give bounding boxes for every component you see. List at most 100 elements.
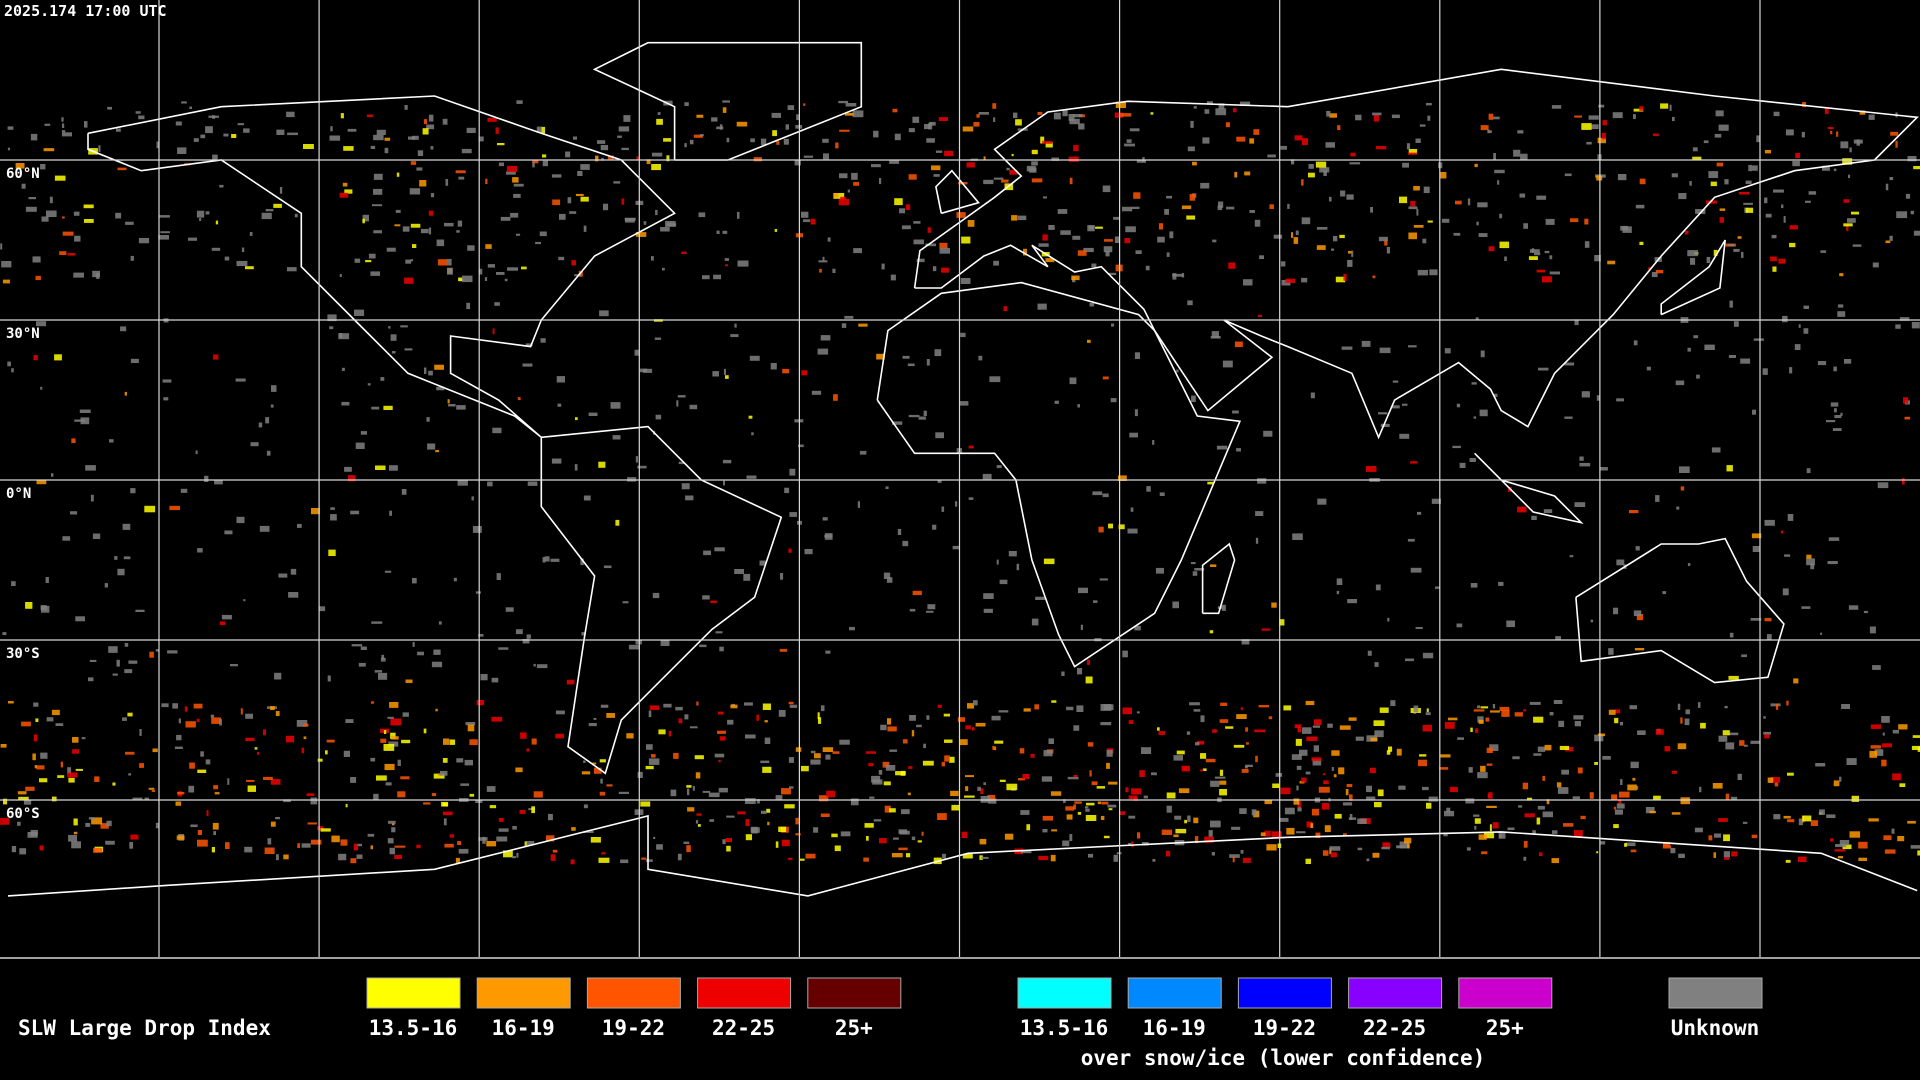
cloud-pixel [196, 718, 200, 722]
cloud-pixel [257, 751, 260, 755]
cloud-pixel [383, 730, 387, 734]
cloud-pixel [1733, 248, 1740, 252]
cloud-pixel [1105, 251, 1110, 257]
cloud-pixel [1890, 131, 1899, 136]
cloud-pixel [1318, 786, 1330, 793]
cloud-pixel [766, 808, 771, 813]
cloud-pixel [1361, 340, 1371, 347]
cloud-pixel [635, 232, 647, 237]
cloud-pixel [331, 835, 340, 843]
cloud-pixel [722, 230, 728, 234]
cloud-pixel [710, 600, 717, 604]
cloud-pixel [889, 160, 900, 164]
cloud-pixel [1406, 143, 1411, 150]
cloud-pixel [891, 421, 903, 425]
cloud-pixel [1319, 167, 1330, 173]
cloud-pixel [35, 718, 39, 722]
cloud-pixel [1714, 133, 1722, 138]
cloud-pixel [702, 790, 711, 793]
cloud-pixel [245, 266, 254, 270]
cloud-pixel [1322, 773, 1326, 776]
cloud-pixel [1596, 395, 1601, 401]
cloud-pixel [1487, 794, 1491, 798]
cloud-pixel [1486, 805, 1497, 808]
cloud-pixel [923, 743, 926, 749]
cloud-pixel [694, 755, 704, 760]
cloud-pixel [923, 410, 927, 416]
cloud-pixel [73, 211, 80, 216]
cloud-pixel [1889, 235, 1893, 241]
cloud-pixel [1635, 204, 1645, 209]
cloud-pixel [1834, 849, 1846, 852]
cloud-pixel [28, 197, 36, 200]
cloud-pixel [597, 140, 606, 144]
cloud-pixel [1708, 171, 1719, 178]
cloud-pixel [583, 225, 587, 232]
cloud-pixel [188, 785, 195, 793]
cloud-pixel [1069, 377, 1077, 385]
cloud-pixel [11, 581, 16, 586]
cloud-pixel [926, 359, 930, 366]
cloud-pixel [1399, 433, 1410, 439]
cloud-pixel [1069, 177, 1073, 185]
cloud-pixel [1427, 115, 1431, 121]
cloud-pixel [1240, 850, 1244, 854]
legend-swatch [1458, 977, 1553, 1009]
cloud-pixel [937, 479, 942, 483]
cloud-pixel [693, 134, 703, 138]
cloud-pixel [1329, 847, 1332, 855]
cloud-pixel [726, 845, 731, 852]
cloud-pixel [1833, 168, 1837, 172]
cloud-pixel [1325, 142, 1335, 148]
cloud-pixel [32, 753, 36, 761]
cloud-pixel [1131, 841, 1134, 848]
cloud-pixel [1467, 198, 1471, 206]
cloud-pixel [1613, 607, 1619, 615]
cloud-pixel [1200, 769, 1204, 772]
cloud-pixel [1539, 852, 1543, 856]
cloud-pixel [1073, 145, 1079, 152]
cloud-pixel [1586, 141, 1592, 145]
cloud-pixel [378, 672, 388, 680]
cloud-pixel [1283, 705, 1292, 711]
cloud-pixel [350, 858, 357, 864]
cloud-pixel [1473, 416, 1477, 419]
cloud-pixel [1323, 170, 1327, 176]
legend-label: Unknown [1671, 1016, 1760, 1040]
cloud-pixel [355, 442, 365, 449]
cloud-pixel [1729, 632, 1734, 638]
cloud-pixel [1402, 403, 1408, 406]
cloud-pixel [1719, 217, 1724, 223]
cloud-pixel [61, 130, 66, 137]
cloud-pixel [1210, 564, 1217, 567]
cloud-pixel [1226, 206, 1235, 210]
cloud-pixel [1519, 193, 1526, 198]
cloud-pixel [85, 465, 96, 471]
cloud-pixel [618, 126, 630, 132]
cloud-pixel [428, 210, 434, 216]
cloud-pixel [206, 809, 209, 817]
cloud-pixel [774, 229, 778, 232]
cloud-pixel [880, 724, 887, 731]
cloud-pixel [1089, 770, 1092, 777]
cloud-pixel [1083, 247, 1094, 253]
cloud-pixel [1294, 135, 1303, 141]
cloud-pixel [307, 822, 317, 825]
cloud-pixel [1639, 178, 1646, 185]
cloud-pixel [697, 824, 701, 827]
cloud-pixel [1837, 856, 1844, 859]
cloud-pixel [405, 679, 413, 683]
cloud-pixel [485, 178, 488, 184]
cloud-pixel [174, 746, 183, 749]
cloud-pixel [1537, 746, 1546, 752]
cloud-pixel [1114, 236, 1120, 243]
cloud-pixel [789, 786, 794, 789]
cloud-pixel [176, 734, 182, 741]
cloud-pixel [1762, 368, 1768, 375]
cloud-pixel [33, 702, 39, 707]
cloud-pixel [599, 791, 606, 796]
cloud-pixel [1045, 258, 1055, 263]
cloud-pixel [391, 822, 395, 826]
cloud-pixel [367, 833, 375, 837]
cloud-pixel [1652, 133, 1659, 136]
